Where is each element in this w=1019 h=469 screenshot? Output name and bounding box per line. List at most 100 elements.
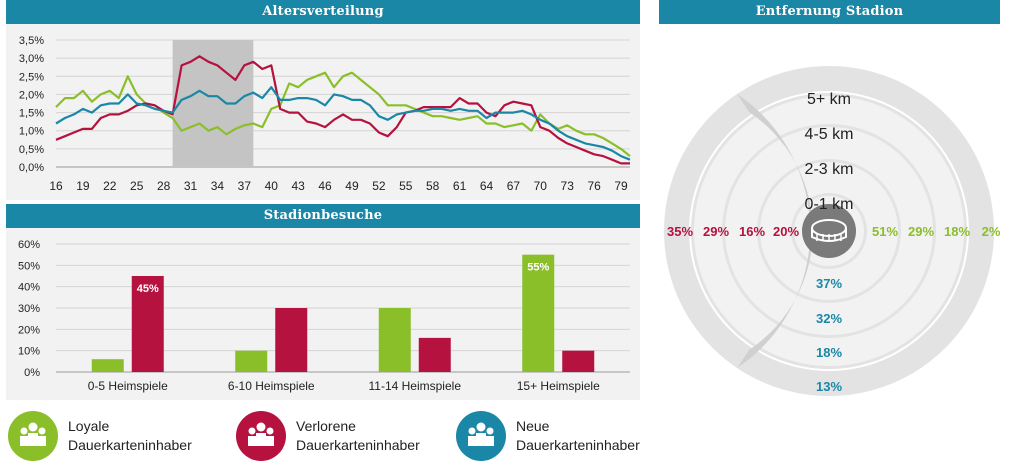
legend-loyal-line2: Dauerkarteninhaber: [68, 437, 192, 453]
y-tick-label: 0,0%: [19, 162, 44, 174]
legend-item-loyal: Loyale Dauerkarteninhaber: [8, 408, 192, 464]
legend-new-line2: Dauerkarteninhaber: [516, 437, 640, 453]
x-tick-label: 31: [184, 179, 198, 193]
person-body-icon: [486, 436, 494, 446]
x-tick-label: 64: [480, 179, 494, 193]
person-body-icon: [266, 436, 274, 446]
x-tick-label: 46: [318, 179, 332, 193]
distance-panel: 0-1 km 2-3 km 4-5 km 5+ km 20% 16% 29% 35% 51% 29…: [659, 24, 1019, 464]
x-tick-label: 43: [291, 179, 305, 193]
bar-lost: [418, 337, 451, 372]
person-body-icon: [476, 433, 486, 446]
person-head-icon: [486, 427, 494, 435]
ring-label: 0-1 km: [805, 196, 854, 213]
y-tick-label: 60%: [18, 239, 40, 251]
y-tick-label: 3,5%: [19, 35, 44, 47]
x-tick-label: 70: [534, 179, 548, 193]
person-body-icon: [248, 436, 256, 446]
legend-item-new: Neue Dauerkarteninhaber: [456, 408, 640, 464]
series-line-new: [55, 86, 631, 161]
series-line-lost: [55, 55, 630, 165]
x-tick-label: 76: [587, 179, 601, 193]
x-tick-label: 37: [238, 179, 252, 193]
stadium-icon-bg: [802, 204, 856, 258]
visits-panel: 0% 10% 20% 30% 40% 50% 60% 0-5 Heimspiele 45% 6-1…: [6, 228, 640, 400]
lost-people-icon: [236, 411, 286, 461]
lost-percent-label: 20%: [773, 224, 799, 239]
bar-loyal: [91, 359, 124, 372]
x-tick-label: 22: [103, 179, 117, 193]
bar-data-label: 55%: [527, 262, 549, 274]
person-head-icon: [468, 427, 476, 435]
bar-data-label: 45%: [137, 283, 159, 295]
y-tick-label: 2,5%: [19, 71, 44, 83]
loyal-percent-label: 18%: [944, 224, 970, 239]
legend-item-lost: Verlorene Dauerkarteninhaber: [236, 408, 420, 464]
y-tick-label: 40%: [18, 282, 40, 294]
loyal-percent-label: 51%: [872, 224, 898, 239]
y-tick-label: 3,0%: [19, 53, 44, 65]
person-head-icon: [266, 427, 274, 435]
visits-bar-chart: 0% 10% 20% 30% 40% 50% 60% 0-5 Heimspiele 45% 6-1…: [18, 239, 630, 393]
person-head-icon: [38, 427, 46, 435]
x-tick-label: 19: [76, 179, 90, 193]
person-body-icon: [468, 436, 476, 446]
x-tick-label: 58: [426, 179, 440, 193]
new-percent-label: 13%: [816, 379, 842, 394]
y-tick-label: 30%: [18, 303, 40, 315]
legend-new-line1: Neue: [516, 418, 550, 434]
x-tick-label: 55: [399, 179, 413, 193]
lost-percent-label: 16%: [739, 224, 765, 239]
loyal-percent-label: 2%: [982, 224, 1001, 239]
bar-loyal: [235, 350, 268, 372]
person-body-icon: [256, 433, 266, 446]
stadium-icon: [802, 204, 856, 258]
distance-panel-title: Entfernung Stadion: [659, 0, 1000, 24]
legend-lost-line2: Dauerkarteninhaber: [296, 437, 420, 453]
legend-lost-line1: Verlorene: [296, 418, 356, 434]
person-body-icon: [20, 436, 28, 446]
y-tick-label: 1,0%: [19, 126, 44, 138]
loyal-people-icon: [8, 411, 58, 461]
age-panel-title: Altersverteilung: [6, 0, 640, 24]
loyal-percent-label: 29%: [908, 224, 934, 239]
x-tick-label: 16: [49, 179, 63, 193]
legend-loyal-line1: Loyale: [68, 418, 110, 434]
x-tick-label: 73: [561, 179, 575, 193]
y-tick-label: 50%: [18, 260, 40, 272]
x-tick-label: 25: [130, 179, 144, 193]
bar-loyal: [378, 308, 411, 372]
x-tick-label: 34: [211, 179, 225, 193]
person-head-icon: [476, 422, 486, 432]
person-head-icon: [256, 422, 266, 432]
y-tick-label: 10%: [18, 346, 40, 358]
x-tick-label: 49: [345, 179, 359, 193]
bar-lost: [131, 276, 164, 372]
y-tick-label: 1,5%: [19, 108, 44, 120]
bar-lost: [275, 308, 308, 372]
y-tick-label: 2,0%: [19, 89, 44, 101]
y-tick-label: 0,5%: [19, 144, 44, 156]
x-tick-label: 40: [265, 179, 279, 193]
x-tick-label: 28: [157, 179, 171, 193]
lost-percent-label: 35%: [667, 224, 693, 239]
person-body-icon: [28, 433, 38, 446]
ring-label: 2-3 km: [805, 161, 854, 178]
bar-loyal: [522, 254, 555, 372]
lost-percent-label: 29%: [703, 224, 729, 239]
person-head-icon: [20, 427, 28, 435]
person-head-icon: [248, 427, 256, 435]
person-head-icon: [28, 422, 38, 432]
y-tick-label: 20%: [18, 324, 40, 336]
new-people-icon: [456, 411, 506, 461]
person-body-icon: [38, 436, 46, 446]
category-label: 11-14 Heimspiele: [369, 379, 462, 393]
y-tick-label: 0%: [24, 367, 40, 379]
visits-panel-title: Stadionbesuche: [6, 204, 640, 228]
ring-label: 4-5 km: [805, 126, 854, 143]
new-percent-label: 37%: [816, 276, 842, 291]
age-highlight-band: [172, 40, 254, 167]
age-line-chart: 0,0% 0,5% 1,0% 1,5% 2,0% 2,5% 3,0% 3,5% 16 19 22 25…: [19, 35, 631, 193]
age-panel: 0,0% 0,5% 1,0% 1,5% 2,0% 2,5% 3,0% 3,5% 16 19 22 25…: [6, 24, 640, 200]
category-label: 15+ Heimspiele: [517, 379, 600, 393]
